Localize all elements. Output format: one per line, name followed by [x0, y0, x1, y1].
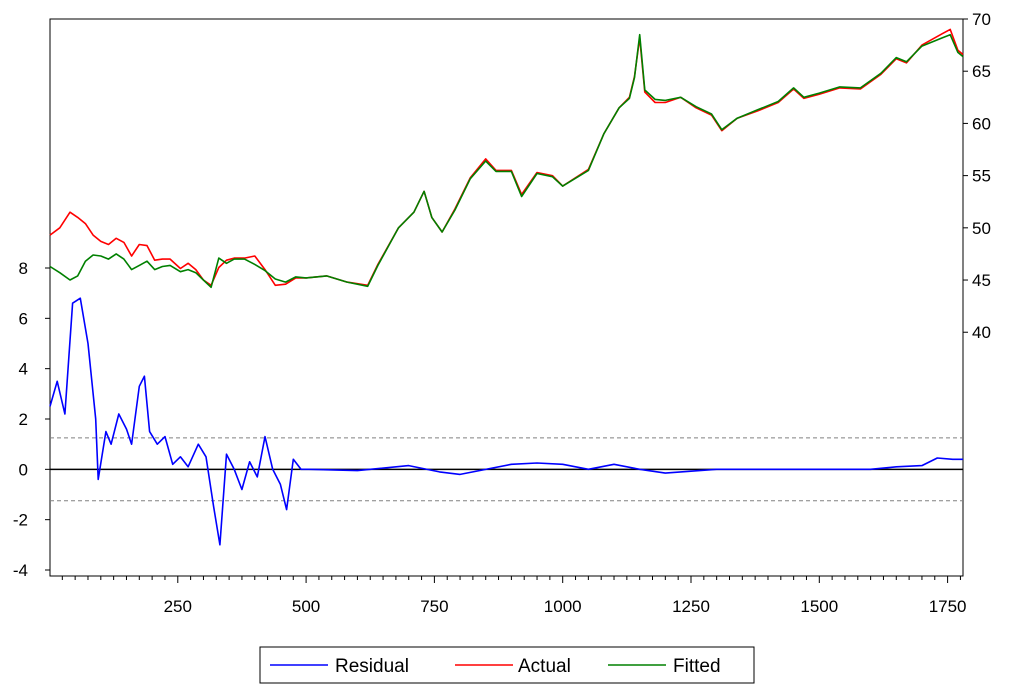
right-y-tick-label: 65	[972, 62, 991, 81]
left-y-tick-label: -2	[13, 511, 28, 530]
x-tick-label: 1500	[800, 597, 838, 616]
axes-layer: 250 500 750 1000 1250 1500 1750 -4 -2 0 2 4 6 8 40 45 50…	[13, 10, 991, 616]
left-y-tick-label: -4	[13, 561, 28, 580]
legend-label-residual: Residual	[335, 656, 409, 677]
legend-label-actual: Actual	[518, 656, 571, 677]
x-tick-label: 1750	[929, 597, 967, 616]
left-y-tick-label: 6	[19, 309, 28, 328]
left-y-tick-label: 2	[19, 410, 28, 429]
right-y-tick-label: 40	[972, 323, 991, 342]
series-line-fitted	[49, 33, 964, 289]
x-tick-label: 750	[420, 597, 448, 616]
x-tick-label: 1000	[544, 597, 582, 616]
series-layer	[49, 28, 964, 546]
series-line-residual	[49, 297, 963, 546]
legend: Residual Actual Fitted	[259, 646, 755, 684]
left-y-tick-label: 0	[19, 460, 28, 479]
x-tick-label: 250	[164, 597, 192, 616]
left-y-tick-label: 8	[19, 259, 28, 278]
right-y-tick-label: 60	[972, 114, 991, 133]
right-y-tick-label: 45	[972, 271, 991, 290]
right-y-tick-label: 50	[972, 219, 991, 238]
left-y-tick-label: 4	[19, 360, 28, 379]
right-y-tick-label: 70	[972, 10, 991, 29]
right-y-tick-label: 55	[972, 167, 991, 186]
legend-label-fitted: Fitted	[673, 656, 721, 677]
plot-frame	[49, 18, 964, 577]
x-tick-label: 500	[292, 597, 320, 616]
x-tick-label: 1250	[672, 597, 710, 616]
